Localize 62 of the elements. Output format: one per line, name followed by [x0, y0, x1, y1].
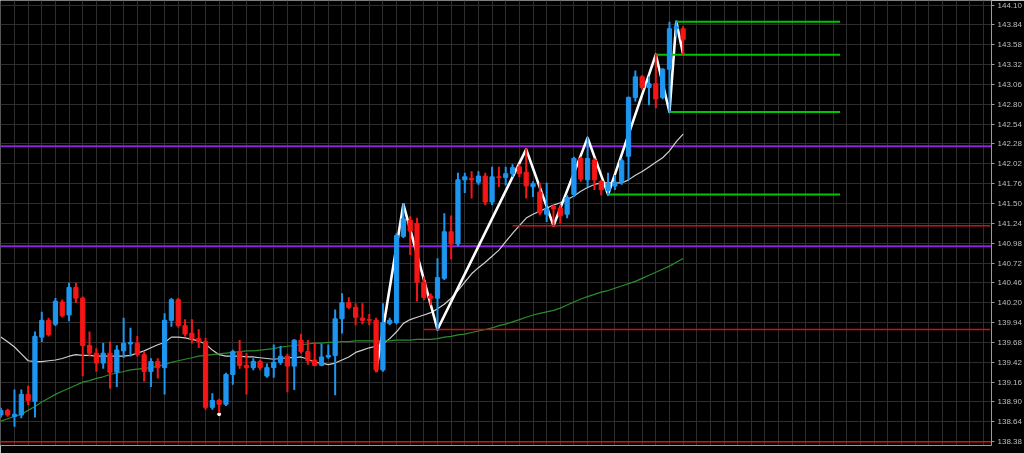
y-tick-label: 142.54	[997, 119, 1023, 129]
candlestick	[359, 303, 366, 325]
line-series	[0, 257, 684, 422]
candlestick	[448, 215, 454, 260]
y-tick-label: 141.24	[997, 218, 1023, 228]
y-tick-label: 138.90	[997, 397, 1023, 407]
candlestick	[462, 172, 468, 194]
candlestick	[107, 341, 113, 389]
candlestick	[584, 136, 591, 187]
candlestick	[243, 352, 250, 395]
candlestick	[318, 343, 325, 367]
candlestick	[434, 258, 441, 331]
candlestick	[148, 358, 154, 387]
candlestick	[496, 166, 502, 187]
candlestick	[632, 70, 638, 102]
y-tick-label: 141.50	[997, 199, 1023, 209]
candlestick	[155, 358, 161, 379]
y-tick-label: 143.58	[997, 40, 1023, 50]
candlestick	[168, 297, 175, 327]
candlestick	[237, 339, 243, 369]
candlestick	[18, 389, 24, 419]
y-tick-label: 138.64	[997, 417, 1023, 427]
candlestick	[673, 20, 679, 37]
candlestick	[353, 303, 359, 326]
candlestick	[680, 26, 686, 55]
y-tick-label: 139.94	[997, 318, 1023, 328]
candlestick	[134, 336, 140, 357]
candlestick	[141, 351, 147, 382]
y-tick-label: 142.02	[997, 159, 1023, 169]
candlestick	[591, 158, 598, 191]
y-tick-label: 140.72	[997, 258, 1023, 268]
candlestick	[284, 353, 291, 393]
candlestick	[11, 389, 18, 427]
y-tick-label: 138.38	[997, 437, 1023, 447]
y-tick-label: 143.06	[997, 79, 1023, 89]
y-tick-label: 142.80	[997, 99, 1023, 109]
candlestick	[537, 182, 543, 216]
y-tick-label: 144.10	[997, 0, 1023, 10]
candlestick	[468, 171, 475, 199]
y-tick-label: 143.84	[997, 20, 1023, 30]
candlestick	[544, 182, 550, 223]
candlestick	[93, 348, 99, 372]
candlestick	[127, 327, 134, 357]
candlestick	[400, 203, 406, 239]
candlestick	[52, 297, 59, 326]
y-tick-label: 142.28	[997, 139, 1023, 149]
y-tick-label: 140.46	[997, 278, 1023, 288]
candlestick	[653, 53, 659, 109]
candlestick	[646, 76, 652, 106]
candlestick	[564, 194, 570, 219]
y-tick-label: 139.42	[997, 357, 1023, 367]
y-tick-label: 139.68	[997, 337, 1023, 347]
candlestick	[86, 331, 93, 357]
candlestick	[578, 156, 584, 182]
candlestick	[550, 204, 557, 227]
y-tick-label: 139.16	[997, 377, 1023, 387]
y-tick-label: 140.20	[997, 298, 1023, 308]
y-tick-label: 143.32	[997, 60, 1023, 70]
y-tick-label: 140.98	[997, 238, 1023, 248]
candlestick	[100, 342, 106, 369]
y-tick-label: 141.76	[997, 179, 1023, 189]
candlestick	[73, 282, 79, 303]
